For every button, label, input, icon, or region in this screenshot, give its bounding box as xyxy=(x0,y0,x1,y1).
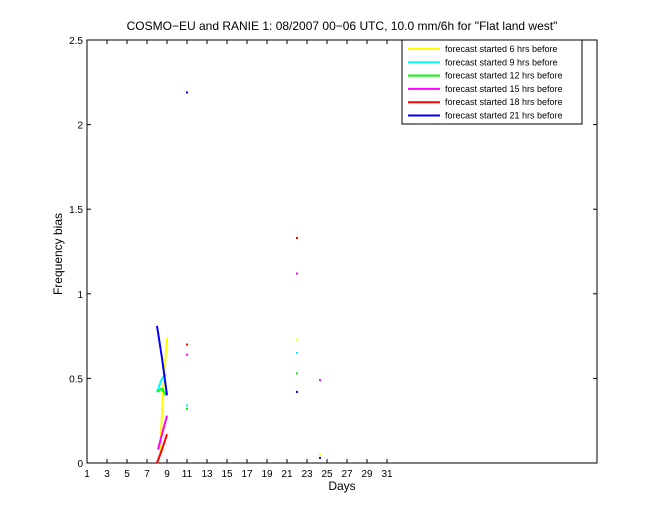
y-tick-label: 2.5 xyxy=(69,36,83,47)
series-1 xyxy=(159,337,321,456)
x-tick-label: 25 xyxy=(321,469,333,480)
x-axis-label: Days xyxy=(328,479,355,493)
data-point xyxy=(296,352,298,355)
series-3 xyxy=(156,372,298,410)
data-point xyxy=(319,379,321,382)
series-4 xyxy=(157,272,321,450)
x-tick-label: 21 xyxy=(281,469,293,480)
x-tick-label: 27 xyxy=(341,469,353,480)
data-point xyxy=(296,338,298,341)
y-tick-label: 1 xyxy=(77,290,83,301)
series-line xyxy=(156,433,168,464)
y-axis-label: Frequency bias xyxy=(51,213,65,295)
data-point xyxy=(186,404,188,407)
data-point xyxy=(296,236,298,239)
legend-label: forecast started 6 hrs before xyxy=(445,44,558,54)
chart-title: COSMO−EU and RANIE 1: 08/2007 00−06 UTC,… xyxy=(127,19,558,33)
y-tick-label: 1.5 xyxy=(69,205,83,216)
legend-label: forecast started 18 hrs before xyxy=(445,97,563,107)
data-point xyxy=(296,372,298,375)
series-6 xyxy=(156,91,321,459)
data-point xyxy=(186,91,188,94)
x-tick-label: 19 xyxy=(261,469,273,480)
y-tick-label: 2 xyxy=(77,121,83,132)
series-line xyxy=(156,325,168,396)
legend-box xyxy=(401,39,583,125)
x-tick-label: 9 xyxy=(164,469,170,480)
x-tick-label: 5 xyxy=(124,469,130,480)
series-line xyxy=(156,387,167,396)
x-tick-label: 13 xyxy=(201,469,213,480)
data-point xyxy=(186,353,188,356)
x-tick-label: 17 xyxy=(241,469,253,480)
data-point xyxy=(319,456,321,459)
data-point xyxy=(296,390,298,393)
data-point xyxy=(186,407,188,410)
x-tick-label: 1 xyxy=(84,469,90,480)
x-tick-label: 15 xyxy=(221,469,233,480)
x-tick-label: 11 xyxy=(182,469,193,480)
x-tick-label: 31 xyxy=(381,469,393,480)
legend-label: forecast started 15 hrs before xyxy=(445,84,563,94)
plot-series xyxy=(156,91,321,464)
y-tick-label: 0.5 xyxy=(69,374,83,385)
x-tick-label: 23 xyxy=(301,469,313,480)
legend-label: forecast started 12 hrs before xyxy=(445,71,563,81)
legend-label: forecast started 21 hrs before xyxy=(445,111,563,121)
legend-label: forecast started 9 hrs before xyxy=(445,57,558,67)
series-2 xyxy=(156,352,298,407)
data-point xyxy=(186,343,188,346)
plot-frame xyxy=(86,39,598,464)
x-tick-label: 3 xyxy=(104,469,110,480)
x-tick-label: 29 xyxy=(361,469,373,480)
series-5 xyxy=(156,236,298,464)
y-tick-label: 0 xyxy=(77,459,83,470)
data-point xyxy=(319,453,321,456)
data-point xyxy=(296,272,298,275)
x-tick-label: 7 xyxy=(144,469,150,480)
legend: forecast started 6 hrs before forecast st… xyxy=(401,39,583,125)
series-line xyxy=(157,415,168,450)
